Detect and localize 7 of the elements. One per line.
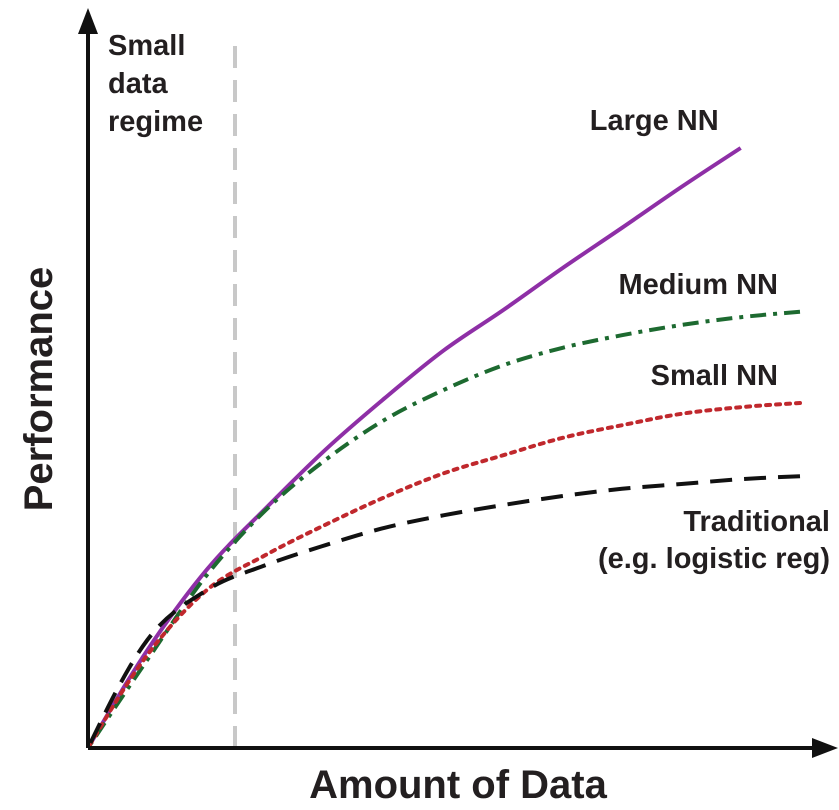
series-label: Medium NN (618, 268, 778, 301)
x-axis-title: Amount of Data (309, 763, 608, 807)
series-label: Traditional (e.g. logistic reg) (598, 506, 830, 576)
series-label: Small NN (650, 360, 778, 392)
y-axis-title: Performance (17, 266, 61, 512)
text: Small data regime (108, 30, 204, 138)
series-label: Large NN (590, 105, 719, 137)
